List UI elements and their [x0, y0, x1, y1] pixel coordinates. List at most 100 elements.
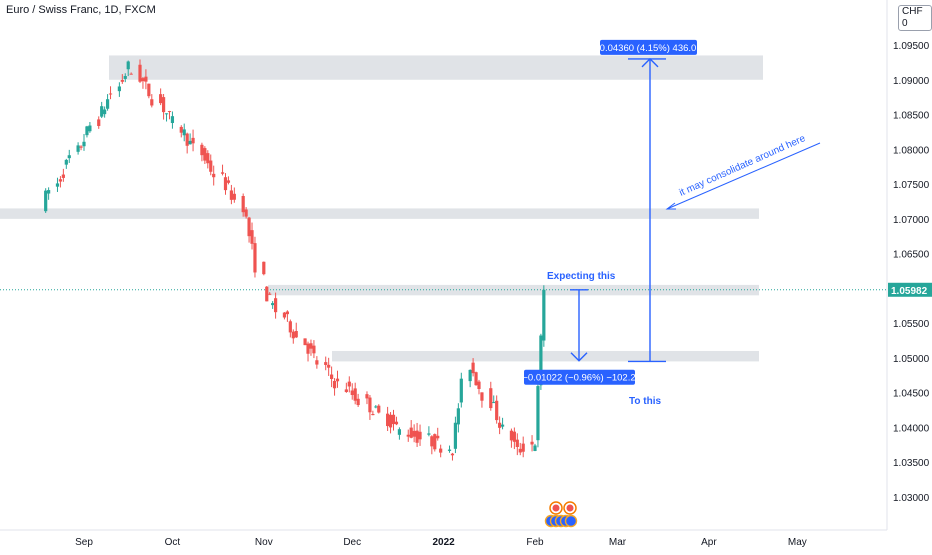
candle-body[interactable]	[498, 422, 502, 428]
candle-body[interactable]	[512, 431, 516, 442]
candle-body[interactable]	[226, 180, 231, 183]
candle-body[interactable]	[247, 217, 251, 237]
candle-body[interactable]	[179, 126, 183, 133]
candle-body[interactable]	[274, 298, 278, 313]
price-zone[interactable]	[332, 350, 759, 362]
candle-body[interactable]	[330, 374, 334, 379]
candle-body[interactable]	[147, 83, 151, 97]
currency-badge[interactable]: CHF 0	[898, 5, 932, 31]
candle-body[interactable]	[126, 61, 130, 70]
candle-body[interactable]	[47, 190, 51, 194]
candle-body[interactable]	[262, 261, 266, 275]
candle-body[interactable]	[161, 97, 166, 113]
candle-body[interactable]	[495, 400, 499, 421]
candle-body[interactable]	[397, 429, 402, 435]
candle-body[interactable]	[244, 209, 248, 217]
candle-body[interactable]	[138, 64, 142, 82]
candle-body[interactable]	[55, 183, 60, 187]
candle-body[interactable]	[368, 397, 372, 413]
candle-body[interactable]	[312, 345, 316, 354]
candle-body[interactable]	[453, 422, 458, 449]
candle-body[interactable]	[471, 362, 475, 374]
candle-body[interactable]	[406, 434, 410, 437]
candle-body[interactable]	[436, 435, 440, 439]
candle-body[interactable]	[474, 372, 478, 386]
candle-body[interactable]	[394, 421, 399, 425]
candle-body[interactable]	[332, 380, 337, 389]
candle-body[interactable]	[480, 392, 484, 401]
candle-body[interactable]	[285, 311, 289, 315]
candle-body[interactable]	[356, 398, 360, 406]
candle-body[interactable]	[117, 86, 121, 92]
candle-body[interactable]	[206, 153, 210, 164]
candle-body[interactable]	[120, 79, 124, 82]
candle-body[interactable]	[268, 293, 272, 295]
candle-body[interactable]	[533, 445, 537, 451]
candle-body[interactable]	[123, 76, 127, 79]
candle-body[interactable]	[335, 378, 340, 382]
candle-body[interactable]	[521, 443, 525, 452]
candle-body[interactable]	[450, 453, 455, 456]
candle-body[interactable]	[167, 111, 172, 113]
candle-body[interactable]	[232, 193, 236, 200]
candle-body[interactable]	[353, 388, 357, 401]
candle-body[interactable]	[418, 431, 422, 440]
candle-body[interactable]	[188, 140, 192, 145]
candle-body[interactable]	[468, 369, 472, 382]
candle-body[interactable]	[203, 148, 207, 161]
candle-body[interactable]	[64, 159, 68, 165]
candle-body[interactable]	[439, 448, 443, 453]
candle-body[interactable]	[82, 141, 86, 147]
candle-body[interactable]	[391, 414, 396, 425]
candle-body[interactable]	[294, 330, 298, 338]
candle-body[interactable]	[191, 137, 195, 144]
candle-body[interactable]	[108, 93, 113, 95]
candle-body[interactable]	[518, 448, 522, 453]
candle-body[interactable]	[509, 430, 514, 441]
candle-body[interactable]	[536, 386, 540, 441]
candle-body[interactable]	[377, 405, 381, 413]
candle-body[interactable]	[88, 125, 92, 132]
candle-body[interactable]	[250, 230, 254, 244]
candle-body[interactable]	[500, 424, 505, 427]
candle-body[interactable]	[164, 113, 169, 115]
candle-body[interactable]	[241, 196, 245, 213]
candle-body[interactable]	[200, 144, 204, 156]
candle-body[interactable]	[209, 160, 213, 172]
candle-body[interactable]	[141, 78, 145, 82]
candle-body[interactable]	[409, 427, 413, 438]
candle-body[interactable]	[433, 434, 437, 450]
candle-body[interactable]	[412, 430, 416, 437]
candle-body[interactable]	[430, 436, 434, 447]
candle-body[interactable]	[427, 433, 431, 435]
candle-body[interactable]	[282, 312, 287, 318]
candle-body[interactable]	[447, 449, 452, 451]
candle-body[interactable]	[530, 441, 534, 445]
candle-body[interactable]	[371, 414, 375, 416]
candle-body[interactable]	[386, 413, 390, 427]
candle-body[interactable]	[327, 364, 331, 368]
candle-body[interactable]	[44, 190, 48, 212]
candle-body[interactable]	[229, 190, 233, 200]
candle-body[interactable]	[253, 243, 257, 273]
candle-body[interactable]	[288, 321, 292, 333]
candle-body[interactable]	[170, 116, 175, 124]
candle-body[interactable]	[212, 173, 216, 178]
candle-body[interactable]	[159, 94, 163, 104]
candle-body[interactable]	[542, 289, 546, 341]
candle-body[interactable]	[291, 331, 295, 339]
candle-body[interactable]	[456, 408, 460, 425]
candle-body[interactable]	[365, 394, 369, 399]
candle-body[interactable]	[459, 378, 463, 403]
candle-body[interactable]	[374, 406, 378, 408]
candle-body[interactable]	[85, 126, 89, 136]
candle-body[interactable]	[309, 343, 313, 349]
candle-body[interactable]	[105, 99, 110, 109]
candle-body[interactable]	[97, 119, 101, 126]
candle-body[interactable]	[350, 390, 354, 395]
candle-body[interactable]	[306, 343, 310, 354]
candle-body[interactable]	[492, 402, 496, 404]
candle-body[interactable]	[324, 362, 328, 365]
candle-body[interactable]	[79, 146, 83, 148]
